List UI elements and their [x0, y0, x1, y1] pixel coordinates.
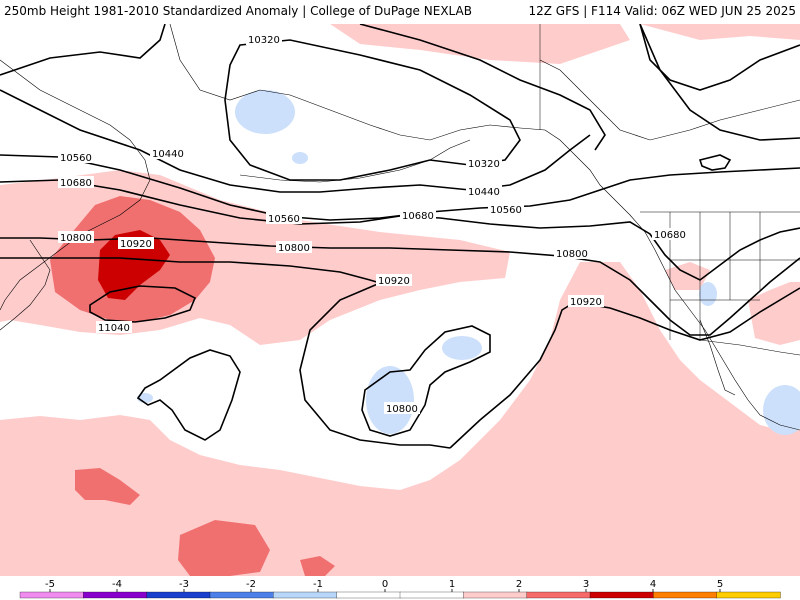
- contour-label: 11040: [98, 323, 130, 334]
- red-patch-south-small: [300, 556, 335, 576]
- blue-region-tiny: [137, 393, 153, 403]
- color-scale-legend: -5 -4 -3 -2 -1 0 1 2 3 4 5: [19, 579, 781, 599]
- red-patch-south: [178, 520, 270, 576]
- contour-10440-canada-2: [698, 154, 732, 171]
- us-state-lines: [669, 212, 800, 340]
- product-title: 250mb Height 1981-2010 Standardized Anom…: [4, 4, 472, 18]
- legend-tick-label: -1: [313, 579, 323, 590]
- contour-10320-north: [0, 24, 166, 76]
- borders: [539, 24, 800, 356]
- model-valid-time: 12Z GFS | F114 Valid: 06Z WED JUN 25 202…: [528, 4, 796, 18]
- legend-swatch: [19, 591, 84, 599]
- contour-label: 10920: [378, 276, 410, 287]
- contour-label: 10680: [402, 211, 434, 222]
- pink-region-east-coast: [748, 282, 800, 345]
- contour-label: 10800: [556, 249, 588, 260]
- blue-region-alaska: [235, 90, 295, 134]
- contour-label: 10560: [60, 153, 92, 164]
- blue-region-small: [292, 152, 308, 164]
- coastlines: [0, 24, 800, 431]
- negative-anomaly-shading: [137, 90, 800, 435]
- contour-10920-east: [449, 287, 800, 449]
- contour-label-group: 10320 10320 10440 10440 10560 10560 1056…: [58, 33, 688, 415]
- canada-coast: [539, 59, 800, 141]
- baja-coast: [699, 319, 736, 396]
- contour-label: 10680: [654, 230, 686, 241]
- contour-10320-arctic: [359, 24, 606, 151]
- contour-10320-alaska: [224, 39, 521, 181]
- contour-10920-pacific: [299, 282, 451, 449]
- legend-tick-label: 3: [583, 579, 589, 590]
- red-patch-southwest: [75, 468, 140, 505]
- legend-tick-label: -3: [179, 579, 189, 590]
- legend-swatch: [653, 591, 718, 599]
- contour-10800-closed-west: [136, 349, 241, 441]
- blue-region-central: [442, 336, 482, 360]
- contour-label: 10800: [386, 404, 418, 415]
- legend-swatch: [589, 591, 654, 599]
- contour-label: 10440: [152, 149, 184, 160]
- blue-region-east-edge: [763, 385, 800, 435]
- contour-label: 10560: [268, 214, 300, 225]
- header-bar: 250mb Height 1981-2010 Standardized Anom…: [0, 0, 800, 24]
- pink-region-east-small: [665, 262, 710, 290]
- contour-11040: [89, 285, 197, 323]
- contour-label: 10800: [60, 233, 92, 244]
- legend-swatch: [463, 591, 528, 599]
- legend-swatch: [83, 591, 148, 599]
- contour-10560: [0, 154, 800, 221]
- legend-swatch: [146, 591, 211, 599]
- contour-label: 10440: [468, 187, 500, 198]
- contour-label: 10800: [278, 243, 310, 254]
- anomaly-map: 10320 10320 10440 10440 10560 10560 1056…: [0, 24, 800, 576]
- legend-tick-label: -5: [45, 579, 55, 590]
- legend-swatch: [399, 591, 464, 599]
- pink-region-top-right-2: [640, 24, 800, 40]
- contour-label: 10920: [120, 239, 152, 250]
- alaska-coast: [169, 24, 800, 431]
- legend-swatch: [716, 591, 781, 599]
- contour-label: 10320: [468, 159, 500, 170]
- legend-swatch: [209, 591, 274, 599]
- legend-tick-label: 4: [650, 579, 656, 590]
- legend-tick-label: 5: [717, 579, 723, 590]
- legend-swatch: [273, 591, 338, 599]
- legend-tick-label: 1: [449, 579, 455, 590]
- contour-label: 10680: [60, 178, 92, 189]
- legend-color-bar: [19, 591, 781, 599]
- pink-region-south: [0, 262, 800, 576]
- contour-label: 10560: [490, 205, 522, 216]
- legend-swatch: [526, 591, 591, 599]
- contour-10800-closed-hawaii: [361, 325, 491, 437]
- contour-10920: [0, 257, 381, 284]
- blue-region-nevada: [699, 282, 717, 306]
- pink-region-top-right: [330, 24, 630, 64]
- kamchatka-coast: [0, 59, 151, 311]
- legend-tick-label: 2: [516, 579, 522, 590]
- contour-10440-canada: [639, 24, 800, 141]
- legend-swatch: [336, 591, 401, 599]
- height-contours: [0, 24, 800, 449]
- legend-tick-labels: -5 -4 -3 -2 -1 0 1 2 3 4 5: [45, 579, 723, 592]
- legend-tick-label: -4: [112, 579, 122, 590]
- contour-10320-canada: [639, 24, 800, 91]
- contour-label: 10320: [248, 35, 280, 46]
- blue-region-hawaii: [366, 366, 414, 434]
- japan-coast: [0, 239, 51, 331]
- legend-tick-label: -2: [246, 579, 256, 590]
- legend-tick-label: 0: [382, 579, 388, 590]
- us-mexico-border: [699, 339, 800, 356]
- aleutian-chain: [239, 139, 471, 183]
- contour-10440: [0, 89, 591, 193]
- contour-10680: [0, 179, 800, 281]
- contour-label: 10920: [570, 297, 602, 308]
